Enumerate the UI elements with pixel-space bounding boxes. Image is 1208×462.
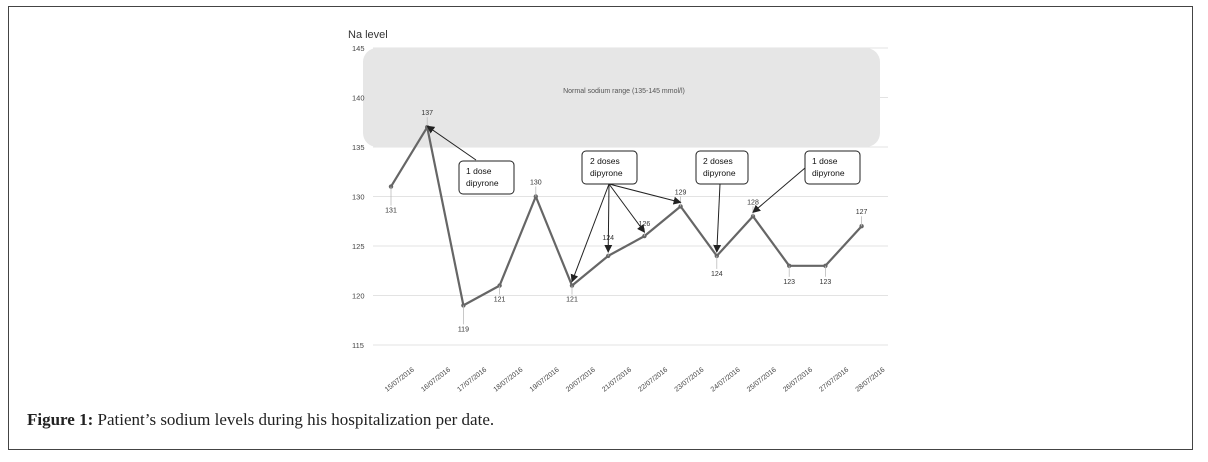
x-tick-label: 24/07/2016 [710,366,742,393]
data-label: 130 [530,180,542,187]
x-tick-label: 17/07/2016 [456,366,488,393]
x-tick-label: 22/07/2016 [637,366,669,393]
data-point [461,303,466,308]
y-tick-label: 130 [352,193,365,202]
annotation-text: 2 doses [703,156,733,166]
data-label: 128 [747,199,759,206]
annotation-arrow [608,183,682,205]
data-label: 137 [421,110,433,117]
data-label: 123 [820,279,832,286]
annotation-text: dipyrone [466,178,499,188]
data-label: 127 [856,209,868,216]
x-tick-label: 26/07/2016 [782,366,814,393]
annotation-arrow [713,183,722,253]
x-tick-label: 25/07/2016 [746,366,778,393]
annotation-box [804,150,861,185]
x-tick-label: 23/07/2016 [674,366,706,393]
data-label: 123 [783,279,795,286]
data-point [497,283,502,288]
sodium-series-line [390,126,863,307]
annotation-text: dipyrone [590,168,623,178]
annotation-text: 2 doses [590,156,620,166]
x-tick-label: 20/07/2016 [565,366,597,393]
y-tick-label: 115 [352,341,364,350]
x-tick-label: 18/07/2016 [493,366,525,393]
data-label: 119 [458,326,469,333]
data-label: 121 [494,297,506,304]
annotation-arrow [604,183,613,253]
x-tick-label: 28/07/2016 [855,366,887,393]
caption-text: Patient’s sodium levels during his hospi… [97,410,495,429]
annotation-text: 1 dose [812,156,838,166]
data-label: 131 [385,208,397,215]
annotation-box [695,150,749,185]
annotation-box [458,160,515,195]
annotation-arrow [426,125,477,161]
y-tick-label: 140 [352,94,365,103]
y-tick-label: 125 [352,242,365,251]
y-tick-label: 120 [352,292,365,301]
figure-frame [8,6,1193,450]
normal-range-label: Normal sodium range (135-145 mmol/l) [563,88,685,95]
annotation-arrow [570,183,610,283]
data-point [569,283,575,288]
caption-label: Figure 1: [27,410,94,429]
y-tick-label: 135 [352,143,365,152]
data-label: 124 [711,271,723,278]
x-tick-label: 19/07/2016 [529,366,561,393]
x-tick-label: 27/07/2016 [818,366,850,393]
x-tick-label: 21/07/2016 [601,366,633,393]
data-label: 129 [675,189,687,196]
y-tick-label: 145 [352,44,365,53]
y-axis-title: Na level [348,29,388,41]
data-label: 121 [566,297,578,304]
normal-range-band [363,48,880,147]
figure-caption: Figure 1: Patient’s sodium levels during… [27,410,494,430]
annotation-text: dipyrone [703,168,736,178]
x-tick-label: 15/07/2016 [384,366,416,393]
sodium-line-chart: Normal sodium range (135-145 mmol/l) 115… [348,29,888,394]
x-tick-label: 16/07/2016 [420,366,452,393]
annotation-arrow [752,167,806,213]
annotation-arrow [608,183,645,233]
annotation-text: 1 dose [466,166,492,176]
annotation-text: dipyrone [812,168,845,178]
